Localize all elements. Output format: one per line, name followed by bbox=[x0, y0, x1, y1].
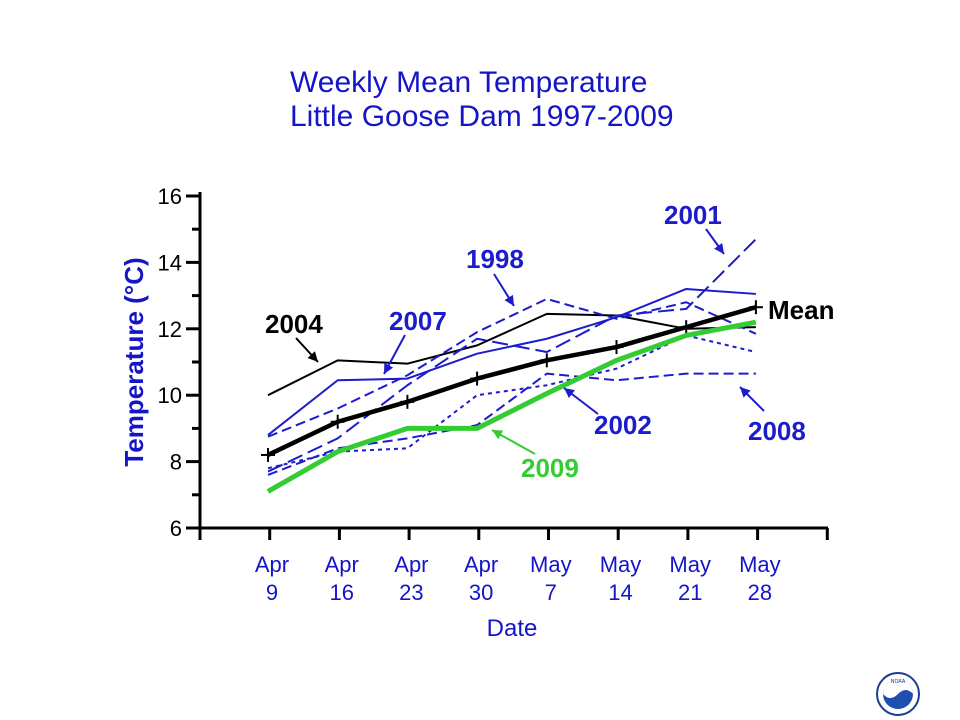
x-tick-label-day: 28 bbox=[748, 580, 772, 605]
annotation-arrowhead bbox=[740, 387, 751, 398]
annotation-label: Mean bbox=[768, 295, 834, 325]
annotation-arrowhead bbox=[504, 294, 514, 306]
noaa-logo-text: NOAA bbox=[891, 679, 906, 685]
x-tick-label-day: 30 bbox=[469, 580, 493, 605]
x-tick-label-day: 16 bbox=[329, 580, 353, 605]
annotation-label: 2007 bbox=[389, 306, 447, 336]
y-tick-label: 16 bbox=[158, 184, 182, 209]
annotation-mean: Mean bbox=[768, 295, 834, 325]
x-axis-label: Date bbox=[487, 615, 538, 642]
series-line-2001 bbox=[267, 238, 757, 473]
x-tick-label-month: Apr bbox=[325, 552, 359, 577]
mean-point-marker bbox=[539, 353, 554, 368]
x-tick-label-month: May bbox=[530, 552, 572, 577]
annotation-label: 2008 bbox=[748, 416, 806, 446]
annotation-arrowhead bbox=[307, 351, 318, 362]
x-tick-label-day: 23 bbox=[399, 580, 423, 605]
annotation-label: 2004 bbox=[265, 309, 323, 339]
annotation-1998: 1998 bbox=[466, 244, 524, 307]
x-tick-label-month: May bbox=[600, 552, 642, 577]
mean-point-marker bbox=[470, 371, 485, 386]
series-line-2007 bbox=[267, 287, 756, 436]
y-tick-label: 8 bbox=[170, 450, 182, 475]
annotation-layer: 2004 2007 1998 2001 Mean 2002 2008 2009 bbox=[265, 200, 834, 483]
y-tick-label: 10 bbox=[158, 383, 182, 408]
annotation-arrowhead bbox=[564, 388, 575, 399]
chart-axes: 6 8 10 12 14 16 Apr 9 Apr 16 Apr 23 Apr 30 May 7 May 14 Ma… bbox=[119, 184, 829, 642]
mean-point-marker bbox=[748, 300, 763, 315]
chart-title-line-1: Weekly Mean Temperature bbox=[290, 66, 648, 99]
annotation-label: 2002 bbox=[594, 410, 652, 440]
series-line-2004 bbox=[267, 312, 756, 397]
mean-point-marker bbox=[330, 414, 345, 429]
y-tick-label: 14 bbox=[158, 250, 182, 275]
x-tick-label-day: 7 bbox=[545, 580, 557, 605]
noaa-logo: NOAA bbox=[876, 672, 920, 716]
series-line-2009 bbox=[266, 319, 757, 494]
mean-point-marker bbox=[679, 320, 694, 335]
x-tick-label-day: 9 bbox=[266, 580, 278, 605]
chart-title-line-2: Little Goose Dam 1997-2009 bbox=[290, 100, 674, 133]
x-tick-label-day: 21 bbox=[678, 580, 702, 605]
annotation-2008: 2008 bbox=[739, 386, 806, 446]
mean-point-marker bbox=[261, 447, 275, 462]
series-line-1998 bbox=[267, 297, 757, 438]
annotation-label: 2009 bbox=[521, 453, 579, 483]
x-tick-label-day: 14 bbox=[608, 580, 632, 605]
annotation-label: 2001 bbox=[664, 200, 722, 230]
x-tick-label-month: May bbox=[669, 552, 711, 577]
series-line-mean bbox=[267, 305, 757, 457]
mean-point-marker bbox=[400, 394, 415, 409]
series-line-2008 bbox=[267, 372, 756, 476]
annotation-arrowhead bbox=[714, 242, 724, 254]
annotation-2004: 2004 bbox=[265, 309, 323, 363]
annotation-2002: 2002 bbox=[563, 387, 652, 440]
y-tick-label: 6 bbox=[170, 516, 182, 541]
annotation-arrowhead bbox=[384, 362, 394, 374]
x-tick-label-month: Apr bbox=[394, 552, 428, 577]
series-layer bbox=[261, 238, 763, 494]
x-tick-label-month: Apr bbox=[255, 552, 289, 577]
annotation-label: 1998 bbox=[466, 244, 524, 274]
x-tick-label-month: May bbox=[739, 552, 781, 577]
annotation-2007: 2007 bbox=[383, 306, 447, 375]
annotation-2009: 2009 bbox=[491, 429, 579, 483]
annotation-2001: 2001 bbox=[664, 200, 725, 255]
annotation-arrowhead bbox=[492, 430, 504, 440]
mean-point-marker bbox=[609, 340, 624, 355]
x-tick-label-month: Apr bbox=[464, 552, 498, 577]
y-axis-label: Temperature (°C) bbox=[119, 257, 149, 466]
y-tick-label: 12 bbox=[158, 317, 182, 342]
